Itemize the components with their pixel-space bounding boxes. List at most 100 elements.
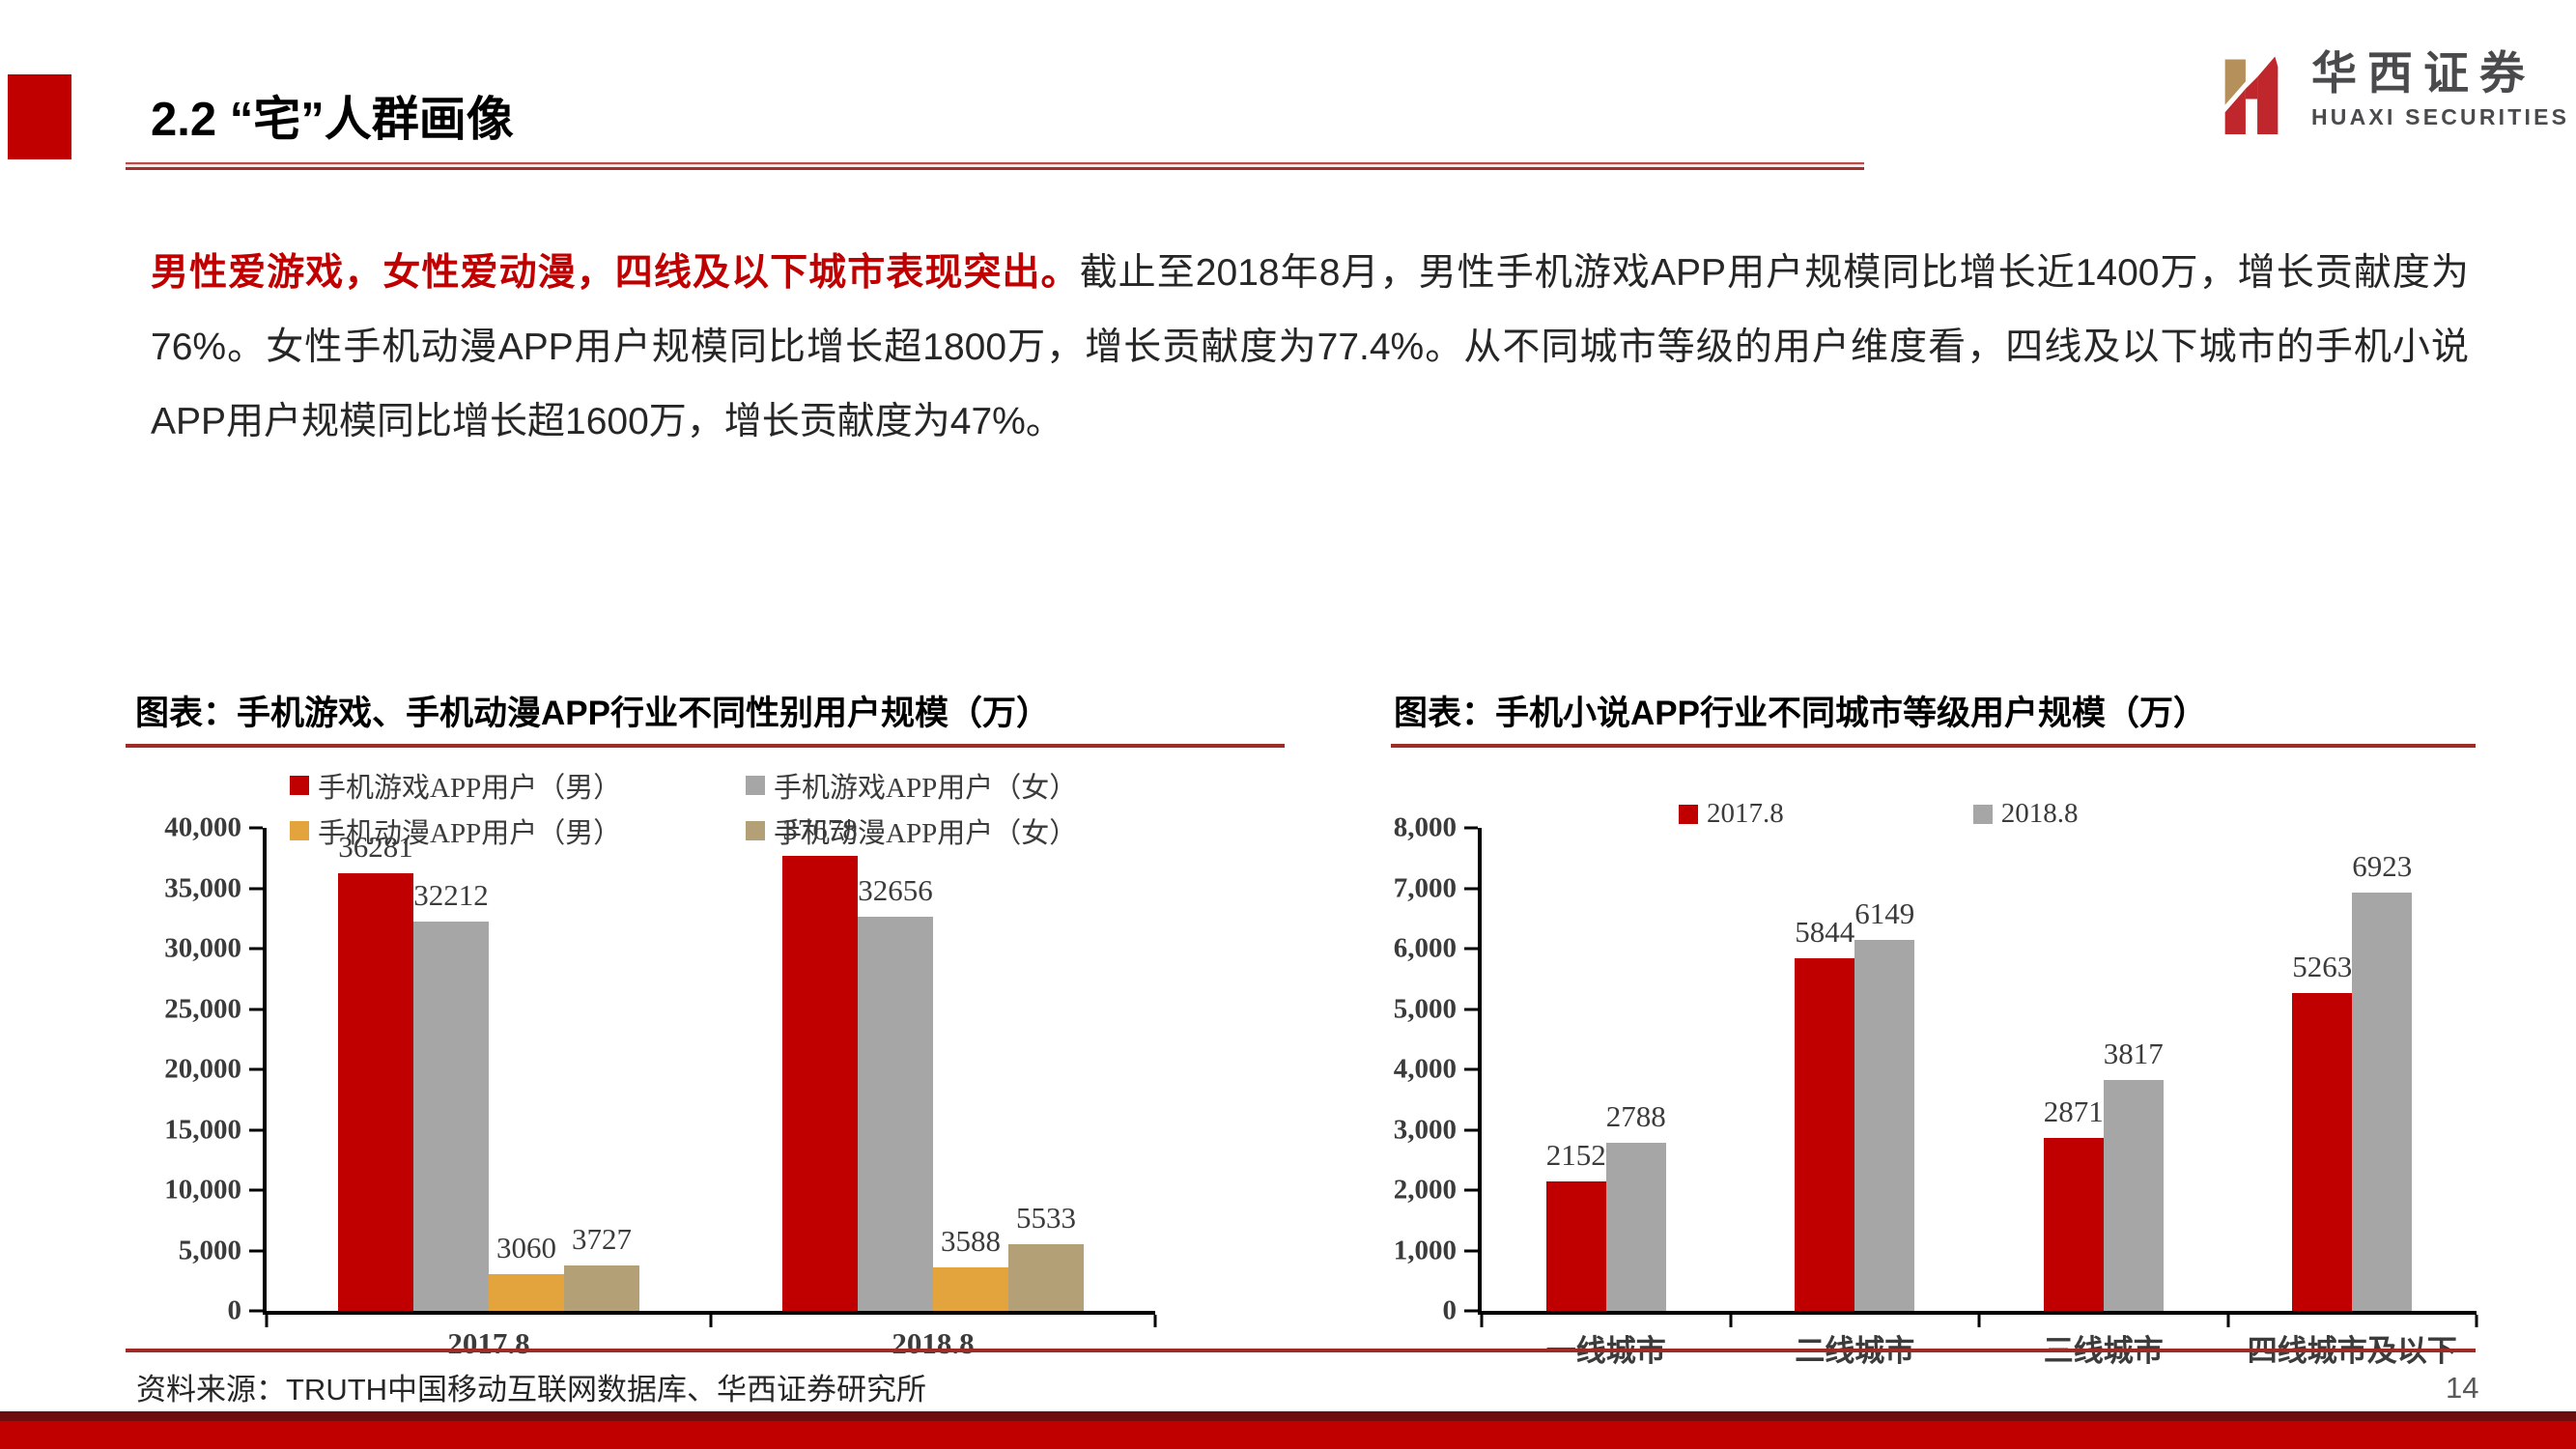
bar-value-label: 32212 [413, 878, 489, 913]
legend-swatch-icon [1679, 804, 1698, 824]
title-accent-block [8, 74, 71, 159]
legend-item: 手机游戏APP用户（女） [746, 765, 1077, 806]
legend-label: 手机游戏APP用户（女） [774, 773, 1078, 804]
y-axis-tick-mark [249, 1067, 263, 1071]
y-axis-tick-label: 25,000 [164, 993, 241, 1024]
bar: 2152 [1545, 1138, 1606, 1311]
bar-group: 5263 6923 [2228, 828, 2477, 1311]
chart-title-rule [126, 744, 1285, 748]
x-axis-tick-mark [1977, 1315, 1981, 1327]
data-source-note: 资料来源：TRUTH中国移动互联网数据库、华西证券研究所 [136, 1373, 927, 1406]
chart-title: 图表：手机游戏、手机动漫APP行业不同性别用户规模（万） [135, 695, 1050, 732]
y-axis-tick-mark [1464, 1067, 1478, 1071]
company-logo: 华西证券 HUAXI SECURITIES [2215, 49, 2570, 139]
bottom-bar [0, 1421, 2576, 1449]
bar-value-label: 5533 [1016, 1200, 1076, 1235]
chart-plot-area: 40,000 35,000 30,000 25,000 20,000 15,000 10,0… [164, 812, 1157, 1360]
bar-group: 2871 3817 [1979, 828, 2228, 1311]
logo-name-en: HUAXI SECURITIES [2311, 103, 2570, 129]
summary-lead-highlight: 男性爱游戏，女性爱动漫，四线及以下城市表现突出。 [151, 252, 1080, 294]
chart-title-rule [1391, 744, 2476, 748]
bar-value-label: 6923 [2352, 849, 2413, 884]
legend-item: 手机动漫APP用户（男） [290, 810, 746, 851]
legend-swatch-icon [746, 776, 765, 795]
chart-legend: 2017.8 2018.8 [1679, 798, 2079, 830]
y-axis-tick-mark [249, 1188, 263, 1192]
legend-item: 2017.8 [1679, 798, 1784, 830]
footer-divider [126, 1349, 2476, 1352]
bar: 6149 [1854, 896, 1915, 1311]
y-axis-tick-mark [249, 826, 263, 830]
y-axis-tick-label: 20,000 [164, 1053, 241, 1085]
bar-value-label: 3588 [941, 1224, 1001, 1259]
page-number: 14 [2446, 1371, 2479, 1405]
y-axis-tick-mark [249, 1008, 263, 1010]
bar-value-label: 5263 [2292, 950, 2353, 984]
x-axis-tick-mark [1480, 1315, 1484, 1327]
bar: 5844 [1795, 915, 1855, 1311]
y-axis-tick-label: 0 [227, 1294, 242, 1326]
y-axis-tick-label: 35,000 [164, 872, 241, 903]
y-axis-tick-label: 5,000 [178, 1235, 241, 1265]
y-axis-tick-mark [1464, 1128, 1478, 1131]
legend-swatch-icon [1972, 804, 1993, 824]
chart-plot-area: 8,000 7,000 6,000 5,000 4,000 3,000 2,000 1,000… [1394, 812, 2478, 1368]
y-axis-tick-mark [249, 1128, 263, 1131]
x-axis-tick-mark [265, 1315, 269, 1327]
bar-value-label: 37678 [782, 812, 858, 847]
y-axis-tick-label: 5,000 [1393, 993, 1457, 1024]
y-axis-tick-label: 8,000 [1393, 811, 1457, 843]
y-axis-tick-label: 7,000 [1393, 872, 1457, 903]
y-axis-tick-mark [1464, 826, 1478, 830]
bar: 2871 [2043, 1094, 2104, 1311]
bar: 2788 [1605, 1099, 1666, 1311]
bar-value-label: 32656 [858, 872, 933, 907]
legend-item: 手机动漫APP用户（女） [746, 810, 1077, 851]
bar-value-label: 2152 [1545, 1137, 1606, 1172]
bar-value-label: 2788 [1605, 1098, 1666, 1133]
bar-value-label: 3727 [572, 1222, 632, 1257]
legend-swatch-icon [290, 821, 309, 840]
legend-label: 2017.8 [1707, 798, 1784, 829]
bar-group: 5844 6149 [1731, 828, 1980, 1311]
bar-value-label: 6149 [1854, 895, 1915, 930]
x-axis-tick-mark [1153, 1315, 1157, 1327]
bar-value-label: 2871 [2043, 1094, 2104, 1128]
bar-group: 36281 32212 3060 3727 [267, 828, 711, 1311]
title-divider [126, 162, 1864, 170]
summary-body-text: 截止至2018年8月，男性手机游戏APP用户规模同比增长近1400万，增长贡献度… [151, 252, 2469, 442]
y-axis-tick-mark [1464, 947, 1478, 951]
y-axis-tick-mark [249, 947, 263, 951]
y-axis-tick-label: 10,000 [164, 1174, 241, 1206]
bar-group: 37678 32656 3588 5533 [711, 812, 1155, 1311]
y-axis-tick-label: 0 [1442, 1294, 1458, 1326]
y-axis-tick-label: 2,000 [1393, 1174, 1457, 1206]
page-title: 2.2 “宅”人群画像 [151, 94, 514, 146]
bar: 6923 [2352, 849, 2413, 1311]
legend-swatch-icon [746, 821, 765, 840]
y-axis-tick-mark [1464, 1188, 1478, 1192]
y-axis-tick-label: 40,000 [164, 811, 241, 843]
y-axis-tick-label: 6,000 [1393, 932, 1457, 964]
y-axis-tick-label: 3,000 [1393, 1114, 1457, 1145]
y-axis-tick-label: 4,000 [1393, 1053, 1457, 1085]
huaxi-logo-icon [2224, 56, 2279, 135]
x-axis-category-label: 2018.8 [892, 1326, 975, 1360]
bar: 36281 [338, 830, 413, 1311]
y-axis-tick-label: 1,000 [1393, 1235, 1457, 1265]
legend-item: 手机游戏APP用户（男） [290, 765, 746, 806]
legend-label: 手机动漫APP用户（女） [774, 818, 1078, 849]
bar: 37678 [782, 812, 858, 1311]
legend-label: 2018.8 [2000, 798, 2079, 829]
bar: 3727 [564, 1222, 639, 1311]
bar-value-label: 3060 [496, 1230, 556, 1264]
legend-label: 手机动漫APP用户（男） [318, 818, 622, 849]
bar: 32212 [413, 878, 489, 1311]
legend-label: 手机游戏APP用户（男） [318, 773, 622, 804]
y-axis-tick-mark [249, 1249, 263, 1252]
y-axis-tick-label: 30,000 [164, 932, 241, 964]
x-axis-tick-mark [1729, 1315, 1732, 1327]
bar: 3588 [933, 1224, 1008, 1311]
